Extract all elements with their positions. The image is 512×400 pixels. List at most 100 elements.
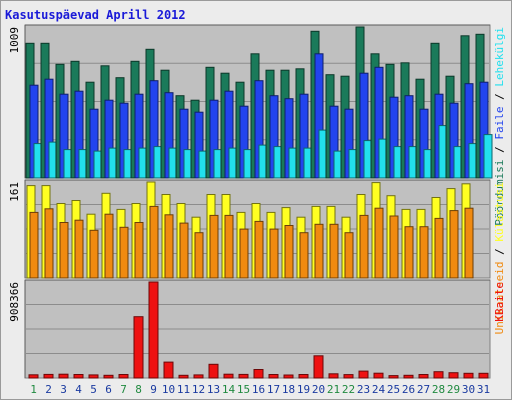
bar-unikaalseid-day-17 xyxy=(269,228,279,279)
bar-unikaalseid-day-26 xyxy=(404,226,414,279)
x-tick-label-7: 7 xyxy=(120,383,127,396)
x-tick-label-5: 5 xyxy=(90,383,97,396)
x-tick-label-23: 23 xyxy=(357,383,370,396)
bar-kbaite-day-17 xyxy=(268,374,279,379)
y-axis-max-label: 161 xyxy=(8,182,21,202)
bar-unikaalseid-day-8 xyxy=(134,222,144,279)
bar-unikaalseid-day-14 xyxy=(224,214,234,279)
bar-unikaalseid-day-18 xyxy=(284,225,294,279)
legend-separator: / xyxy=(493,140,506,160)
legend-kbytes: KBaite xyxy=(493,282,506,322)
x-tick-label-10: 10 xyxy=(162,383,175,396)
x-tick-label-22: 22 xyxy=(342,383,355,396)
bar-unikaalseid-day-9 xyxy=(149,205,159,279)
bar-unikaalseid-day-10 xyxy=(164,214,174,279)
x-tick-label-29: 29 xyxy=(447,383,460,396)
bar-unikaalseid-day-6 xyxy=(104,213,114,279)
bar-kbaite-day-16 xyxy=(253,369,264,379)
bar-kbaite-day-2 xyxy=(43,373,54,379)
bar-unikaalseid-day-11 xyxy=(179,222,189,279)
x-tick-label-15: 15 xyxy=(237,383,250,396)
bar-kbaite-day-4 xyxy=(73,374,84,379)
x-tick-label-31: 31 xyxy=(477,383,490,396)
bar-kbaite-day-25 xyxy=(388,375,399,379)
bar-unikaalseid-day-2 xyxy=(44,208,54,279)
x-tick-label-4: 4 xyxy=(75,383,82,396)
x-tick-label-6: 6 xyxy=(105,383,112,396)
bar-kbaite-day-31 xyxy=(478,372,489,379)
x-tick-label-26: 26 xyxy=(402,383,415,396)
x-tick-label-21: 21 xyxy=(327,383,340,396)
x-tick-label-27: 27 xyxy=(417,383,430,396)
bar-kbaite-day-26 xyxy=(403,374,414,379)
legend-entry: Külastusi xyxy=(493,182,506,242)
bar-kbaite-day-3 xyxy=(58,373,69,379)
legend-entry: Pöördumisi xyxy=(493,159,506,225)
y-axis-max-label: 1009 xyxy=(8,27,21,54)
bar-kbaite-day-8 xyxy=(133,316,144,379)
x-tick-label-19: 19 xyxy=(297,383,310,396)
x-tick-label-24: 24 xyxy=(372,383,386,396)
bar-unikaalseid-day-1 xyxy=(29,211,39,279)
bar-kbaite-day-28 xyxy=(433,371,444,379)
bar-unikaalseid-day-27 xyxy=(419,226,429,279)
legend-separator: / xyxy=(493,242,506,262)
x-tick-label-8: 8 xyxy=(135,383,142,396)
x-tick-label-11: 11 xyxy=(177,383,190,396)
bar-unikaalseid-day-3 xyxy=(59,222,69,279)
x-tick-label-30: 30 xyxy=(462,383,475,396)
legend-entry: KBaite xyxy=(493,282,506,322)
bar-unikaalseid-day-15 xyxy=(239,228,249,279)
bar-kbaite-day-24 xyxy=(373,372,384,379)
bar-unikaalseid-day-19 xyxy=(299,232,309,279)
bar-unikaalseid-day-4 xyxy=(74,219,84,279)
bar-unikaalseid-day-20 xyxy=(314,223,324,279)
x-tick-label-25: 25 xyxy=(387,383,400,396)
chart-title: Kasutuspäevad Aprill 2012 xyxy=(5,8,186,22)
bar-kbaite-day-15 xyxy=(238,373,249,379)
x-tick-label-1: 1 xyxy=(30,383,37,396)
bar-unikaalseid-day-30 xyxy=(464,207,474,279)
bar-unikaalseid-day-23 xyxy=(359,214,369,279)
x-tick-label-17: 17 xyxy=(267,383,280,396)
bar-kbaite-day-18 xyxy=(283,374,294,379)
x-tick-label-9: 9 xyxy=(150,383,157,396)
bar-kbaite-day-22 xyxy=(343,374,354,379)
y-axis-max-label: 908366 xyxy=(8,282,21,322)
x-tick-label-3: 3 xyxy=(60,383,67,396)
bar-kbaite-day-19 xyxy=(298,374,309,379)
x-tick-label-13: 13 xyxy=(207,383,220,396)
bar-unikaalseid-day-12 xyxy=(194,232,204,279)
bar-unikaalseid-day-16 xyxy=(254,220,264,279)
bar-kbaite-day-23 xyxy=(358,370,369,379)
bar-kbaite-day-11 xyxy=(178,374,189,379)
bar-kbaite-day-1 xyxy=(28,374,39,379)
bar-kbaite-day-27 xyxy=(418,374,429,379)
bar-unikaalseid-day-7 xyxy=(119,226,129,279)
bar-kbaite-day-7 xyxy=(118,374,129,379)
x-tick-label-18: 18 xyxy=(282,383,295,396)
bar-lehekülgi-day-31 xyxy=(483,134,493,179)
bar-kbaite-day-9 xyxy=(148,281,159,379)
bar-unikaalseid-day-24 xyxy=(374,207,384,279)
legend-entry: Lehekülgi xyxy=(493,27,506,87)
bar-unikaalseid-day-28 xyxy=(434,217,444,279)
x-tick-label-2: 2 xyxy=(45,383,52,396)
x-tick-label-20: 20 xyxy=(312,383,325,396)
legend-visits-visitors: Unikaalseid / Külastusi xyxy=(493,182,506,334)
bar-unikaalseid-day-21 xyxy=(329,223,339,279)
bar-kbaite-day-29 xyxy=(448,372,459,379)
bar-kbaite-day-14 xyxy=(223,373,234,379)
x-tick-label-28: 28 xyxy=(432,383,445,396)
bar-kbaite-day-30 xyxy=(463,372,474,379)
bar-kbaite-day-5 xyxy=(88,374,99,379)
bar-kbaite-day-12 xyxy=(193,374,204,379)
legend-hits-files-pages: Pöördumisi / Faile / Lehekülgi xyxy=(493,27,506,226)
x-tick-label-16: 16 xyxy=(252,383,265,396)
bar-unikaalseid-day-25 xyxy=(389,215,399,279)
legend-separator: / xyxy=(493,87,506,107)
bar-kbaite-day-10 xyxy=(163,361,174,379)
bar-unikaalseid-day-5 xyxy=(89,229,99,279)
legend-entry: Faile xyxy=(493,106,506,139)
